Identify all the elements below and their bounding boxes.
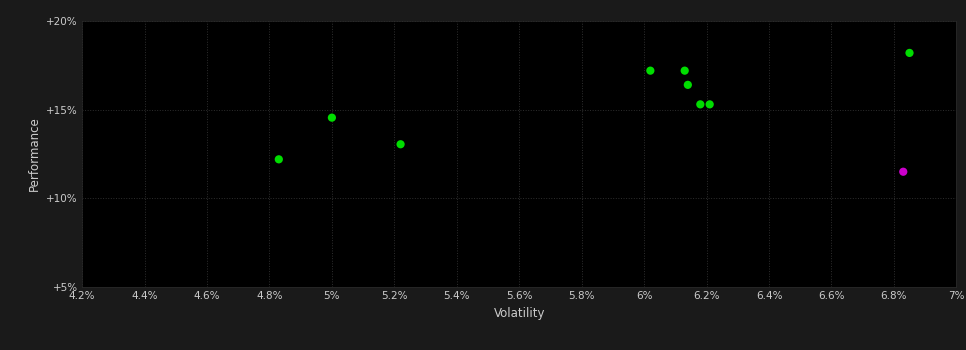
Point xyxy=(702,102,718,107)
Point xyxy=(642,68,658,74)
Point xyxy=(902,50,918,56)
X-axis label: Volatility: Volatility xyxy=(494,307,545,320)
Point xyxy=(677,68,693,74)
Point xyxy=(325,115,340,120)
Point xyxy=(393,141,409,147)
Point xyxy=(680,82,696,88)
Point xyxy=(693,102,708,107)
Point xyxy=(895,169,911,175)
Point xyxy=(271,156,287,162)
Y-axis label: Performance: Performance xyxy=(28,117,41,191)
